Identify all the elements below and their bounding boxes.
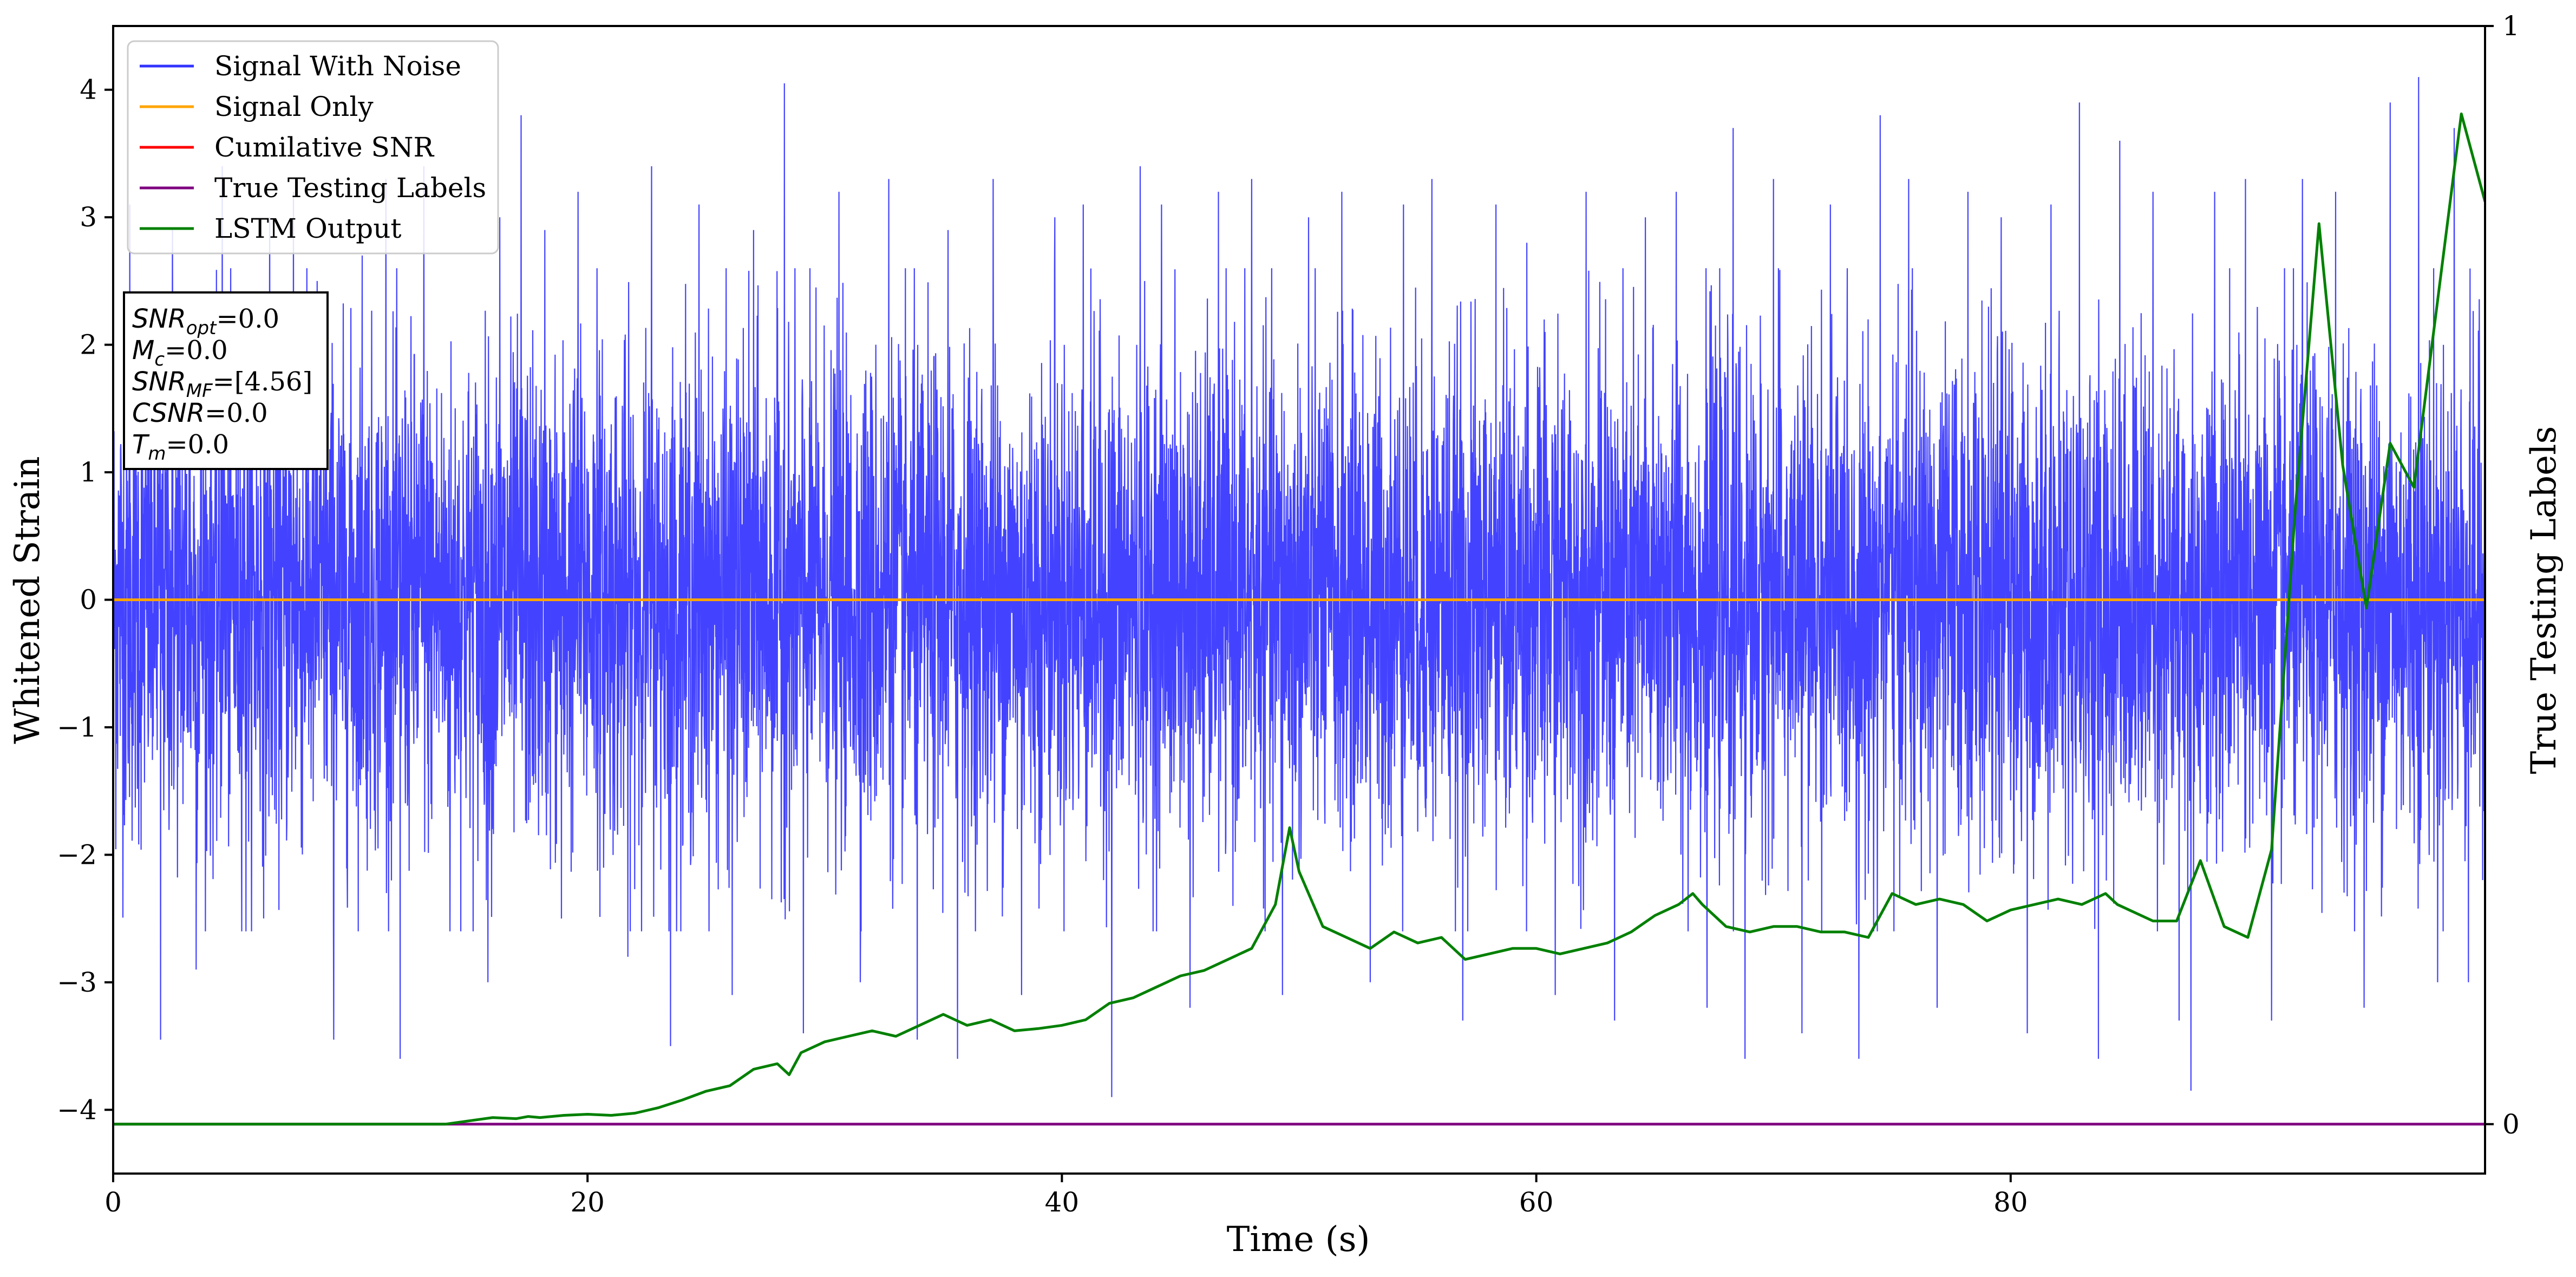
- y-tick-label: −3: [57, 967, 97, 998]
- legend-label-true-testing-labels: True Testing Labels: [214, 172, 486, 204]
- legend-label-lstm-output: LSTM Output: [214, 213, 401, 244]
- annotation-csnr: CSNR=0.0: [132, 398, 268, 428]
- x-tick-label: 80: [1993, 1187, 2028, 1218]
- annotation-snr-mf: SNRMF=[4.56]: [132, 367, 312, 402]
- x-tick-label: 20: [570, 1187, 605, 1218]
- legend-frame: [127, 40, 499, 255]
- y-axis-label: Whitened Strain: [8, 456, 48, 744]
- legend: Signal With Noise Signal Only Cumilative…: [127, 40, 499, 255]
- y2-tick-label: 1: [2502, 10, 2520, 42]
- annotation-mc: Mc=0.0: [132, 335, 228, 370]
- x-tick-label: 40: [1045, 1187, 1080, 1218]
- y2-axis-label: True Testing Labels: [2524, 426, 2564, 774]
- y-tick-label: 2: [80, 329, 97, 361]
- y-tick-label: −2: [57, 839, 97, 870]
- annotation-snr-opt: SNRopt=0.0: [132, 304, 279, 339]
- y-tick-label: −1: [57, 712, 97, 743]
- annotation-frame: [123, 291, 329, 470]
- annotation-tm: Tm=0.0: [132, 429, 229, 465]
- x-tick-label: 60: [1519, 1187, 1554, 1218]
- legend-label-cumilative-snr: Cumilative SNR: [214, 132, 434, 163]
- legend-label-signal-with-noise: Signal With Noise: [214, 50, 461, 82]
- annotation-box: SNRopt=0.0 Mc=0.0 SNRMF=[4.56] CSNR=0.0 …: [123, 291, 329, 470]
- y-tick-label: 4: [80, 74, 97, 106]
- y-tick-label: 3: [80, 201, 97, 233]
- y-tick-label: −4: [57, 1094, 97, 1125]
- y-tick-label: 1: [80, 457, 97, 488]
- y2-tick-label: 0: [2502, 1109, 2520, 1140]
- series-lstm-output: [113, 112, 2485, 1126]
- series-layer: [113, 77, 2485, 1126]
- legend-label-signal-only: Signal Only: [214, 91, 374, 122]
- x-axis-label: Time (s): [1227, 1220, 1370, 1260]
- y-tick-label: 0: [80, 584, 97, 616]
- x-tick-label: 0: [104, 1187, 122, 1218]
